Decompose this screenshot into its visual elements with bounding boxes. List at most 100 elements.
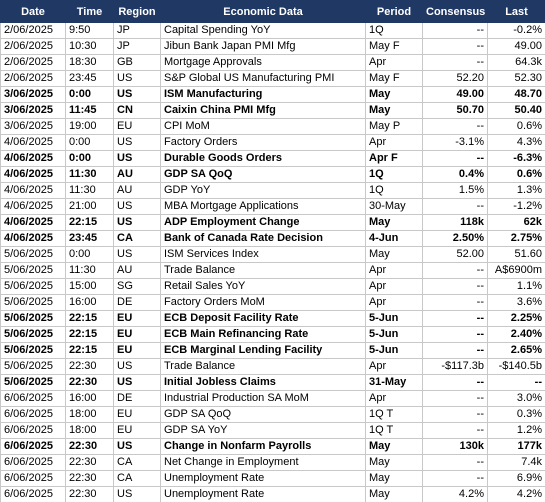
cell: 11:30 bbox=[65, 166, 114, 183]
cell: AU bbox=[113, 262, 161, 279]
event-row: 6/06/2025 22:30 CA Unemployment Rate May -- 6.… bbox=[0, 470, 545, 487]
cell: 118k bbox=[422, 214, 488, 231]
cell: Apr bbox=[365, 134, 423, 151]
cell: Unemployment Rate bbox=[160, 486, 366, 502]
cell: May bbox=[365, 246, 423, 263]
cell: 4/06/2025 bbox=[0, 150, 66, 167]
cell: 18:00 bbox=[65, 406, 114, 423]
cell: -- bbox=[422, 454, 488, 471]
cell: -- bbox=[422, 278, 488, 295]
cell: 22:30 bbox=[65, 486, 114, 502]
cell: May P bbox=[365, 118, 423, 135]
cell: ECB Main Refinancing Rate bbox=[160, 326, 366, 343]
cell: Apr bbox=[365, 262, 423, 279]
cell: GDP YoY bbox=[160, 182, 366, 199]
cell: US bbox=[113, 70, 161, 87]
cell: 11:30 bbox=[65, 262, 114, 279]
cell: 1Q bbox=[365, 22, 423, 39]
cell: 5/06/2025 bbox=[0, 310, 66, 327]
event-row: 5/06/2025 22:15 EU ECB Marginal Lending Fac… bbox=[0, 342, 545, 359]
cell: May bbox=[365, 102, 423, 119]
cell: CA bbox=[113, 454, 161, 471]
cell: 1.1% bbox=[487, 278, 545, 295]
cell: US bbox=[113, 86, 161, 103]
cell: US bbox=[113, 214, 161, 231]
cell: EU bbox=[113, 342, 161, 359]
cell: 1Q T bbox=[365, 422, 423, 439]
cell: DE bbox=[113, 294, 161, 311]
cell: ECB Marginal Lending Facility bbox=[160, 342, 366, 359]
cell: 2.65% bbox=[487, 342, 545, 359]
event-row: 3/06/2025 19:00 EU CPI MoM May P -- 0.6% bbox=[0, 118, 545, 135]
cell: GDP SA QoQ bbox=[160, 406, 366, 423]
event-row: 6/06/2025 22:30 CA Net Change in Employment… bbox=[0, 454, 545, 471]
event-row: 6/06/2025 22:30 US Change in Nonfarm Payrol… bbox=[0, 438, 545, 455]
cell: 52.20 bbox=[422, 70, 488, 87]
event-row: 5/06/2025 0:00 US ISM Services Index May 52.0… bbox=[0, 246, 545, 263]
cell: -- bbox=[422, 342, 488, 359]
cell: 4.2% bbox=[487, 486, 545, 502]
event-row: 3/06/2025 0:00 US ISM Manufacturing May 49.00… bbox=[0, 86, 545, 103]
cell: 4-Jun bbox=[365, 230, 423, 247]
cell: 5-Jun bbox=[365, 310, 423, 327]
event-row: 5/06/2025 16:00 DE Factory Orders MoM Apr -- 3… bbox=[0, 294, 545, 311]
event-row: 4/06/2025 0:00 US Durable Goods Orders Apr F… bbox=[0, 150, 545, 167]
cell: 3.6% bbox=[487, 294, 545, 311]
cell: 177k bbox=[487, 438, 545, 455]
cell: 4/06/2025 bbox=[0, 134, 66, 151]
cell: Apr bbox=[365, 294, 423, 311]
cell: 9:50 bbox=[65, 22, 114, 39]
cell: US bbox=[113, 486, 161, 502]
cell: 4.3% bbox=[487, 134, 545, 151]
cell: Capital Spending YoY bbox=[160, 22, 366, 39]
cell: Factory Orders MoM bbox=[160, 294, 366, 311]
cell: Change in Nonfarm Payrolls bbox=[160, 438, 366, 455]
event-row: 4/06/2025 21:00 US MBA Mortgage Application… bbox=[0, 198, 545, 215]
event-row: 4/06/2025 0:00 US Factory Orders Apr -3.1% 4.3… bbox=[0, 134, 545, 151]
cell: ADP Employment Change bbox=[160, 214, 366, 231]
cell: 30-May bbox=[365, 198, 423, 215]
cell: 5/06/2025 bbox=[0, 294, 66, 311]
cell: 6.9% bbox=[487, 470, 545, 487]
cell: EU bbox=[113, 422, 161, 439]
cell: SG bbox=[113, 278, 161, 295]
cell: 3/06/2025 bbox=[0, 86, 66, 103]
column-header: Last bbox=[487, 0, 545, 23]
column-header: Time bbox=[65, 0, 114, 23]
cell: 21:00 bbox=[65, 198, 114, 215]
event-row: 6/06/2025 22:30 US Unemployment Rate May 4.2%… bbox=[0, 486, 545, 502]
cell: 31-May bbox=[365, 374, 423, 391]
cell: 5/06/2025 bbox=[0, 374, 66, 391]
cell: May bbox=[365, 486, 423, 502]
cell: 5/06/2025 bbox=[0, 262, 66, 279]
cell: Durable Goods Orders bbox=[160, 150, 366, 167]
cell: 52.30 bbox=[487, 70, 545, 87]
cell: 0.3% bbox=[487, 406, 545, 423]
cell: -- bbox=[422, 150, 488, 167]
cell: 48.70 bbox=[487, 86, 545, 103]
event-row: 5/06/2025 22:30 US Trade Balance Apr -$117.3b… bbox=[0, 358, 545, 375]
cell: 0.4% bbox=[422, 166, 488, 183]
cell: EU bbox=[113, 118, 161, 135]
cell: GB bbox=[113, 54, 161, 71]
cell: Mortgage Approvals bbox=[160, 54, 366, 71]
cell: -- bbox=[422, 38, 488, 55]
cell: 2/06/2025 bbox=[0, 70, 66, 87]
cell: Unemployment Rate bbox=[160, 470, 366, 487]
cell: -- bbox=[422, 310, 488, 327]
cell: 22:15 bbox=[65, 310, 114, 327]
cell: US bbox=[113, 246, 161, 263]
cell: 50.70 bbox=[422, 102, 488, 119]
cell: GDP SA YoY bbox=[160, 422, 366, 439]
cell: -- bbox=[422, 22, 488, 39]
cell: 62k bbox=[487, 214, 545, 231]
cell: Apr bbox=[365, 54, 423, 71]
cell: May bbox=[365, 214, 423, 231]
cell: 22:30 bbox=[65, 374, 114, 391]
event-row: 6/06/2025 18:00 EU GDP SA YoY 1Q T -- 1.2% bbox=[0, 422, 545, 439]
cell: EU bbox=[113, 326, 161, 343]
cell: 2.75% bbox=[487, 230, 545, 247]
cell: ISM Manufacturing bbox=[160, 86, 366, 103]
cell: CPI MoM bbox=[160, 118, 366, 135]
